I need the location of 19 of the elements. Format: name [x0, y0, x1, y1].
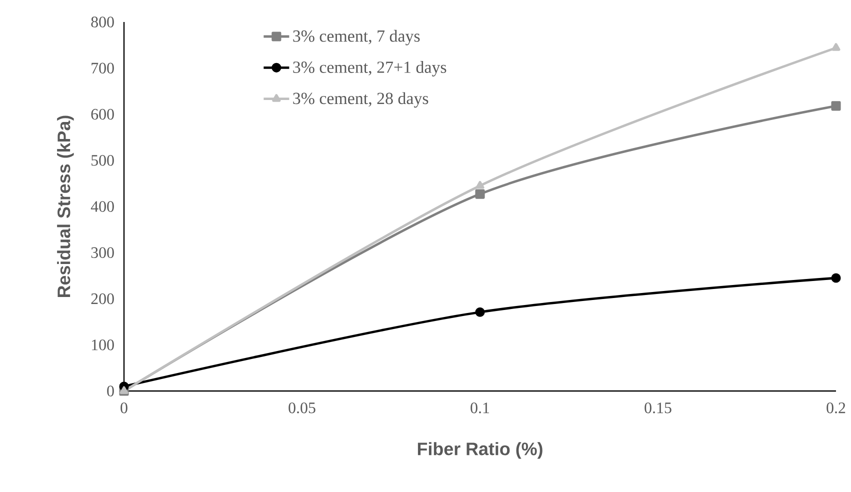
y-tick-label: 300	[91, 247, 114, 258]
y-tick-label: 100	[92, 340, 114, 350]
y-tick-label: 500	[92, 155, 114, 166]
legend-label: 3% cement, 28 days	[293, 92, 428, 108]
x-tick-label: 0	[120, 402, 128, 414]
x-tick-label: 0.2	[826, 402, 846, 414]
legend-label: 3% cement, 27+1 days	[293, 61, 446, 76]
y-axis-title: Residual Stress (kPa)	[57, 116, 74, 297]
y-tick-label: 600	[91, 108, 114, 120]
legend-label: 3% cement, 7 days	[293, 30, 420, 46]
y-tick-label: 800	[91, 16, 114, 28]
x-tick-label: 0.15	[644, 402, 672, 414]
y-tick-label: 200	[91, 293, 114, 304]
x-tick-label: 0.1	[470, 402, 490, 414]
y-tick-label: 0	[107, 386, 114, 396]
y-tick-label: 700	[92, 62, 114, 74]
x-tick-label: 0.05	[288, 402, 316, 414]
y-tick-label: 400	[90, 201, 114, 212]
x-axis-title: Fiber Ratio (%)	[418, 442, 542, 459]
